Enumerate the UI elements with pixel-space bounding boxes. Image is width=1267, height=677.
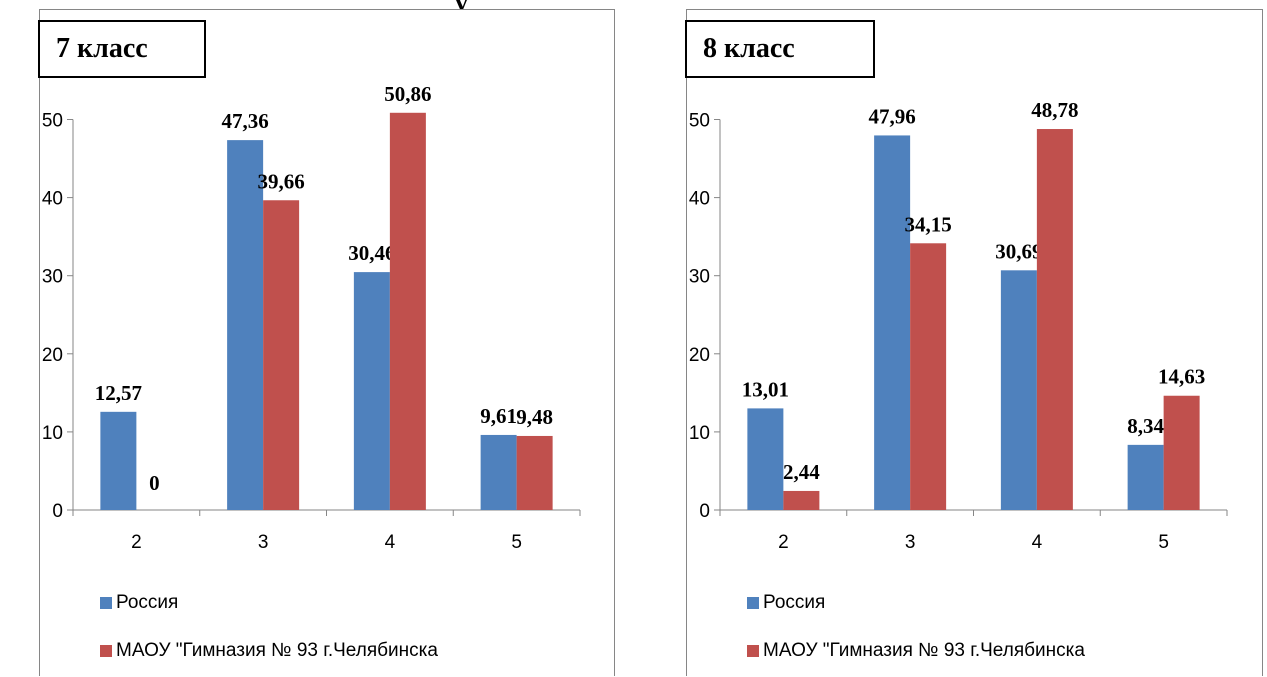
data-label-school: 14,63 <box>1158 365 1205 389</box>
legend-item-russia: Россия <box>747 592 825 614</box>
x-tick-label: 4 <box>385 532 396 553</box>
bar-russia <box>353 272 390 510</box>
x-tick-label: 3 <box>258 532 269 553</box>
legend-label-russia: Россия <box>763 592 826 613</box>
x-tick-label: 5 <box>511 532 522 553</box>
y-tick-label: 0 <box>52 501 63 522</box>
bar-russia <box>747 408 784 510</box>
bar-school <box>1163 395 1200 510</box>
y-tick-label: 50 <box>689 111 710 132</box>
legend-item-school: МАОУ "Гимназия № 93 г.Челябинска <box>100 640 438 662</box>
data-label-school: 2,44 <box>783 460 820 484</box>
bar-russia <box>874 135 911 510</box>
bar-russia <box>100 411 137 510</box>
legend-label-russia: Россия <box>116 592 179 613</box>
y-tick-label: 20 <box>689 345 710 366</box>
bar-chart-8-class: 0 10 20 30 40 50 2 13,01 2,44 3 47,96 34,15 4 30,69 48… <box>689 98 1228 553</box>
data-label-russia: 9,61 <box>480 404 517 428</box>
data-label-school: 9,48 <box>516 405 553 429</box>
legend-label-school: МАОУ "Гимназия № 93 г.Челябинска <box>763 640 1085 661</box>
bar-russia <box>1000 270 1037 510</box>
data-label-russia: 13,01 <box>742 377 789 401</box>
x-tick-label: 4 <box>1032 532 1043 553</box>
y-tick-label: 50 <box>42 111 63 132</box>
data-label-school: 48,78 <box>1031 98 1078 122</box>
y-tick-label: 40 <box>689 189 710 210</box>
legend-swatch-russia <box>747 597 759 609</box>
data-label-russia: 30,69 <box>995 239 1042 263</box>
y-tick-label: 30 <box>42 267 63 288</box>
x-tick-label: 2 <box>778 532 789 553</box>
x-tick-label: 5 <box>1158 532 1169 553</box>
y-tick-label: 20 <box>42 345 63 366</box>
y-tick-label: 10 <box>42 423 63 444</box>
y-tick-label: 10 <box>689 423 710 444</box>
chart-title: 7 класс <box>38 20 206 78</box>
data-label-russia: 8,34 <box>1127 414 1164 438</box>
legend-item-russia: Россия <box>100 592 178 614</box>
chart-title: 8 класс <box>685 20 875 78</box>
data-label-russia: 12,57 <box>95 381 142 405</box>
bar-school <box>1036 129 1073 510</box>
chart-panel-8-class: 0 10 20 30 40 50 2 13,01 2,44 3 47,96 34,15 4 30,69 48… <box>685 9 1263 676</box>
legend-label-school: МАОУ "Гимназия № 93 г.Челябинска <box>116 640 438 661</box>
bar-school <box>783 490 820 510</box>
legend-swatch-russia <box>100 597 112 609</box>
bar-russia <box>227 140 264 510</box>
bar-russia <box>1127 444 1164 510</box>
y-tick-label: 0 <box>699 501 710 522</box>
y-tick-label: 40 <box>42 189 63 210</box>
bar-chart-7-class: 0 10 20 30 40 50 2 12,57 0 3 47,36 39,66 4 30,46 50,86… <box>42 82 581 553</box>
x-tick-label: 2 <box>131 532 142 553</box>
bar-school <box>389 112 426 511</box>
data-label-russia: 47,36 <box>222 109 269 133</box>
bar-school <box>910 243 947 510</box>
bar-school <box>263 200 300 510</box>
data-label-russia: 30,46 <box>348 241 395 265</box>
chart-panel-7-class: 0 10 20 30 40 50 2 12,57 0 3 47,36 39,66 4 30,46 50,86… <box>38 9 615 676</box>
bar-russia <box>480 434 517 510</box>
y-tick-label: 30 <box>689 267 710 288</box>
data-label-school: 34,15 <box>905 212 952 236</box>
legend-swatch-school <box>100 645 112 657</box>
x-tick-label: 3 <box>905 532 916 553</box>
data-label-school: 39,66 <box>258 169 305 193</box>
legend-item-school: МАОУ "Гимназия № 93 г.Челябинска <box>747 640 1085 662</box>
data-label-school: 50,86 <box>384 82 431 106</box>
bar-school <box>516 435 553 510</box>
data-label-russia: 47,96 <box>869 104 916 128</box>
data-label-school: 0 <box>149 471 160 495</box>
legend-swatch-school <box>747 645 759 657</box>
